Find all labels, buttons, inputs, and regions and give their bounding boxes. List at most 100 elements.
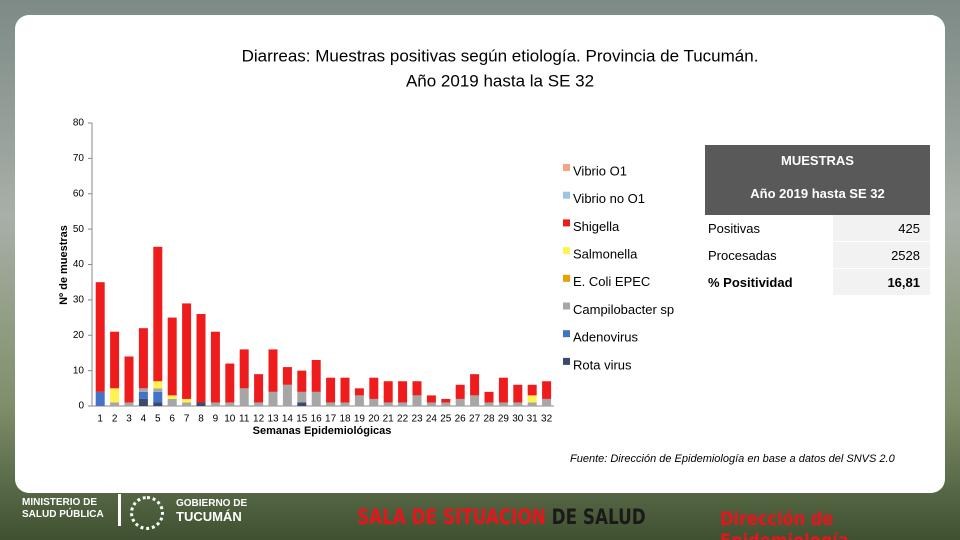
legend-label: Adenovirus — [573, 330, 639, 345]
bar-segment — [124, 356, 134, 403]
bar-segment — [326, 377, 336, 403]
x-tick-label: 32 — [541, 414, 553, 425]
x-tick-label: 6 — [169, 414, 175, 425]
bar-segment — [225, 402, 235, 406]
legend-swatch — [563, 219, 570, 227]
bar-segment — [441, 402, 451, 406]
bar-segment — [239, 349, 249, 389]
bar-segment — [167, 395, 177, 399]
legend-label: Vibrio no O1 — [573, 191, 645, 206]
legend-swatch — [563, 164, 570, 171]
bar-segment — [297, 402, 307, 406]
bar-segment — [297, 391, 307, 403]
table-value: 425 — [833, 215, 930, 241]
bar-segment — [311, 360, 321, 392]
x-tick-label: 30 — [512, 414, 524, 425]
bar-segment — [138, 398, 148, 406]
situation-room-part: DE SALUD — [551, 505, 646, 529]
bar-segment — [354, 388, 364, 396]
bar-segment — [282, 367, 292, 385]
table-key: Procesadas — [708, 247, 777, 263]
bar-segment — [542, 381, 552, 399]
bar-segment — [412, 381, 422, 396]
bar-segment — [484, 391, 494, 403]
bar-segment — [412, 395, 422, 406]
bar-segment — [268, 349, 278, 392]
bar-segment — [441, 398, 451, 403]
bar-segment — [527, 402, 537, 406]
y-tick-label: 60 — [73, 188, 85, 199]
y-tick-label: 50 — [73, 224, 85, 235]
y-tick-label: 0 — [78, 401, 84, 412]
table-row: Procesadas 2528 — [705, 242, 930, 269]
bar-segment — [455, 384, 465, 399]
bar-segment — [167, 398, 177, 406]
legend-label: Rota virus — [573, 357, 632, 372]
bar-segment — [369, 398, 379, 406]
government-line: TUCUMÁN — [176, 509, 242, 524]
bar-segment — [167, 317, 177, 396]
table-header: MUESTRAS Año 2019 hasta SE 32 — [705, 145, 930, 215]
legend-swatch — [563, 357, 570, 365]
government: GOBIERNO DE TUCUMÁN — [176, 497, 247, 525]
ministry: MINISTERIO DE SALUD PÚBLICA — [22, 497, 104, 521]
x-tick-label: 12 — [253, 414, 265, 425]
table-title: MUESTRAS — [781, 153, 854, 168]
x-tick-label: 27 — [469, 414, 481, 425]
x-tick-label: 2 — [112, 414, 118, 425]
x-tick-label: 11 — [239, 414, 250, 425]
x-tick-label: 17 — [325, 414, 337, 425]
bar-segment — [426, 402, 436, 406]
bar-segment — [369, 377, 379, 399]
bar-segment — [138, 391, 148, 399]
x-tick-label: 3 — [126, 414, 132, 425]
x-tick-label: 13 — [267, 414, 279, 425]
legend-label: Shigella — [573, 219, 620, 234]
legend-label: E. Coli EPEC — [573, 274, 650, 289]
bar-segment — [498, 402, 508, 406]
y-tick-label: 40 — [73, 259, 85, 270]
bar-segment — [110, 388, 120, 403]
ministry-line: SALUD PÚBLICA — [22, 509, 104, 520]
legend-swatch — [563, 302, 570, 310]
bar-segment — [182, 303, 192, 399]
bar-segment — [340, 402, 350, 406]
bar-segment — [354, 395, 364, 406]
x-tick-label: 24 — [426, 414, 438, 425]
bar-segment — [254, 374, 264, 403]
bar-segment — [268, 391, 278, 406]
y-tick-label: 20 — [73, 330, 85, 341]
table-subtitle: Año 2019 hasta SE 32 — [750, 186, 885, 201]
legend-swatch — [563, 191, 570, 199]
bar-segment — [153, 391, 163, 403]
x-tick-label: 28 — [483, 414, 495, 425]
legend-label: Vibrio O1 — [573, 163, 627, 178]
bar-segment — [527, 384, 537, 396]
bar-segment — [153, 402, 163, 406]
bar-segment — [470, 374, 480, 396]
x-tick-label: 10 — [224, 414, 236, 425]
x-tick-label: 8 — [198, 414, 204, 425]
source: Fuente: Dirección de Epidemiología en ba… — [570, 453, 895, 465]
bar-segment — [513, 384, 523, 403]
government-line: GOBIERNO DE — [176, 498, 248, 509]
bar-segment — [297, 370, 307, 392]
logo — [130, 496, 164, 530]
x-tick-label: 9 — [213, 414, 219, 425]
bar-segment — [153, 388, 163, 392]
legend-label: Salmonella — [573, 247, 638, 262]
x-tick-label: 23 — [411, 414, 423, 425]
bar-segment — [225, 363, 235, 403]
bar-segment — [282, 384, 292, 406]
panel — [15, 15, 945, 493]
bar-segment — [153, 246, 163, 382]
x-tick-label: 7 — [184, 414, 190, 425]
bar-segment — [124, 402, 134, 406]
bar-segment — [196, 402, 206, 406]
x-tick-label: 15 — [296, 414, 308, 425]
bar-segment — [95, 282, 105, 392]
bar-segment — [426, 395, 436, 403]
x-tick-label: 14 — [282, 414, 294, 425]
